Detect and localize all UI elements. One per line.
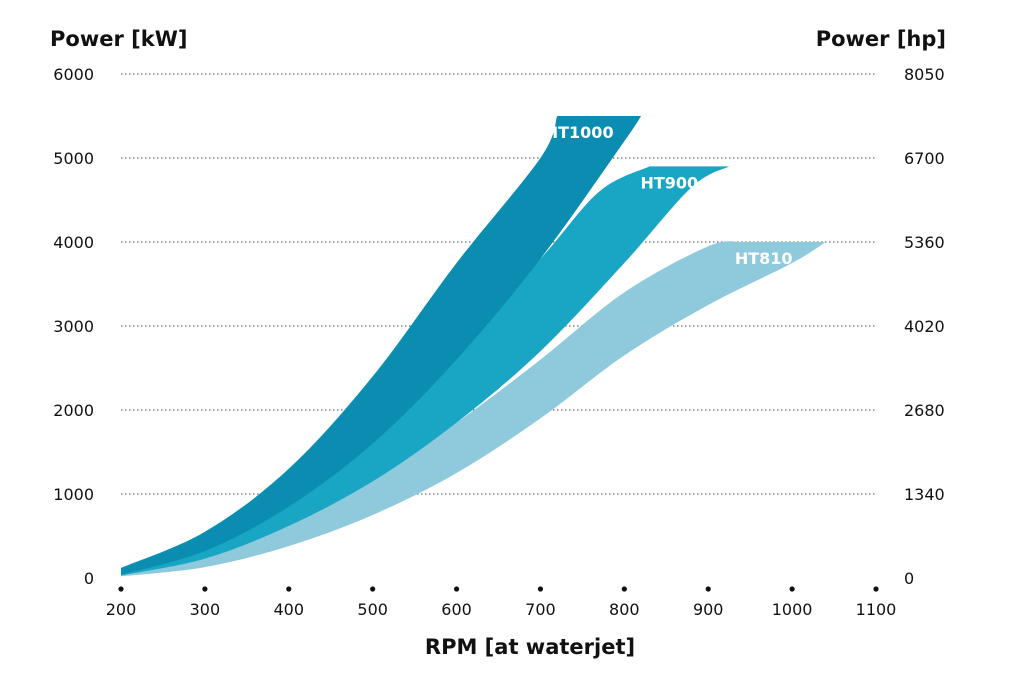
y-axis-left-title: Power [kW] <box>50 27 187 51</box>
y-axis-right-title: Power [hp] <box>816 27 946 51</box>
y-left-tick-label: 3000 <box>53 317 94 336</box>
label-ht900: HT900 <box>640 173 698 192</box>
band-labels: HT810 HT900 HT1000 <box>545 123 793 268</box>
y-right-tick-label: 0 <box>904 569 914 588</box>
y-right-tick-label: 5360 <box>904 233 945 252</box>
band-ht1000 <box>121 116 642 575</box>
x-tick-dot <box>789 586 795 592</box>
y-right-tick-label: 4020 <box>904 317 945 336</box>
x-tick-label: 900 <box>693 600 724 619</box>
x-tick-dot <box>118 586 124 592</box>
x-axis: 200 300 400 500 600 700 800 900 1000 1100 <box>106 586 897 619</box>
y-axis-left: 0 1000 2000 3000 4000 5000 6000 <box>53 65 94 588</box>
x-tick-label: 800 <box>609 600 640 619</box>
y-right-tick-label: 8050 <box>904 65 945 84</box>
y-left-tick-label: 2000 <box>53 401 94 420</box>
x-tick-dot <box>873 586 879 592</box>
y-right-tick-label: 6700 <box>904 149 945 168</box>
x-tick-dot <box>537 586 544 592</box>
x-tick-dot <box>202 586 208 592</box>
band-ht900 <box>121 166 730 576</box>
x-tick-label: 400 <box>274 600 305 619</box>
band-ht810 <box>121 241 826 577</box>
x-tick-dot <box>621 586 627 592</box>
x-tick-label: 600 <box>441 600 472 619</box>
x-tick-label: 200 <box>106 600 137 619</box>
y-right-tick-label: 1340 <box>904 485 945 504</box>
y-left-tick-label: 5000 <box>53 149 94 168</box>
x-tick-label: 700 <box>525 600 556 619</box>
band-layer <box>121 116 826 577</box>
y-left-tick-label: 6000 <box>53 65 94 84</box>
y-axis-right: 0 1340 2680 4020 5360 6700 8050 <box>904 65 945 588</box>
x-tick-dot <box>705 586 711 592</box>
y-left-tick-label: 1000 <box>53 485 94 504</box>
x-tick-dot <box>453 586 460 592</box>
y-left-tick-label: 4000 <box>53 233 94 252</box>
x-tick-dot <box>370 586 376 592</box>
x-axis-title: RPM [at waterjet] <box>425 635 635 659</box>
x-tick-label: 300 <box>190 600 221 619</box>
x-tick-label: 500 <box>357 600 388 619</box>
x-tick-label: 1100 <box>856 600 897 619</box>
y-left-tick-label: 0 <box>84 569 94 588</box>
x-tick-label: 1000 <box>772 600 813 619</box>
label-ht810: HT810 <box>735 249 793 268</box>
y-right-tick-label: 2680 <box>904 401 945 420</box>
label-ht1000: HT1000 <box>545 123 614 142</box>
x-tick-dot <box>286 586 292 592</box>
